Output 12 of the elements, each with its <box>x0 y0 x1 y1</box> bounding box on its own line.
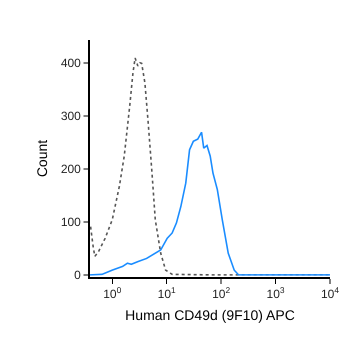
x-tick-label: 10$^{1}$ <box>158 285 176 302</box>
y-axis-title: Count <box>34 140 50 178</box>
y-tick-label: 0 <box>74 268 82 282</box>
x-tick-label: 10$^{2}$ <box>212 285 230 302</box>
y-tick-label: 400 <box>60 56 82 70</box>
y-tick-label: 300 <box>60 109 82 124</box>
y-tick-label: 100 <box>60 215 82 230</box>
x-tick-label: 10$^{4}$ <box>320 285 340 302</box>
x-tick-label: 10$^{0}$ <box>103 285 122 302</box>
x-axis-title: Human CD49d (9F10) APC <box>125 306 295 323</box>
y-tick-label: 200 <box>60 162 82 176</box>
x-tick-label: 10$^{3}$ <box>266 285 285 302</box>
